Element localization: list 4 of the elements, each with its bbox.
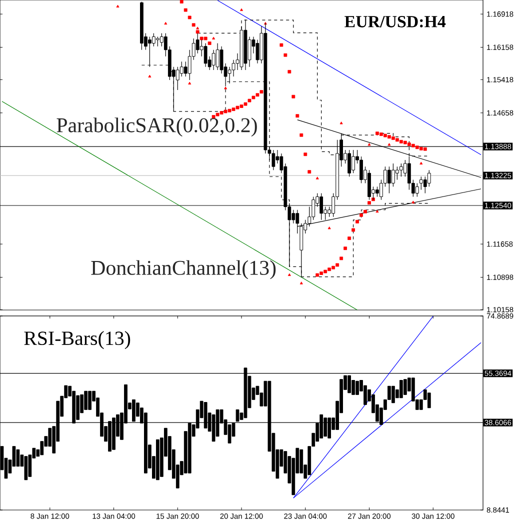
annotation: ParabolicSAR(0.02,0.2) bbox=[56, 118, 257, 137]
text: RSI-Bars(13) bbox=[24, 331, 130, 350]
annotation: DonchianChannel(13) bbox=[91, 260, 276, 280]
text: EUR/USD:H4 bbox=[344, 16, 446, 28]
